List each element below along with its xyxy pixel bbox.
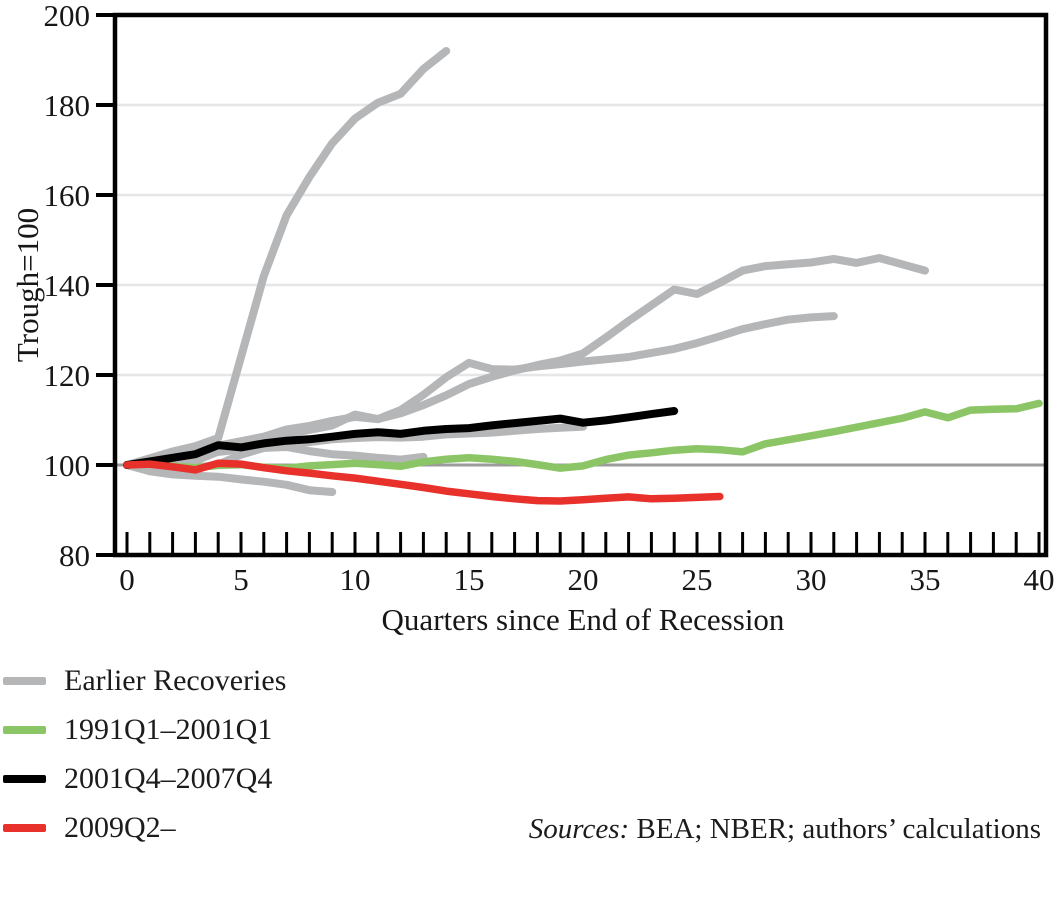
y-tick-label: 140 (44, 268, 91, 303)
legend-item: Earlier Recoveries (3, 664, 286, 698)
y-tick-label: 160 (44, 178, 91, 213)
legend-label: 1991Q1–2001Q1 (64, 713, 273, 746)
series-line (123, 461, 337, 496)
x-tick-label: 0 (119, 562, 135, 597)
legend-swatch (3, 775, 46, 783)
x-tick-label: 20 (568, 562, 599, 597)
y-tick-label: 100 (44, 448, 91, 483)
x-tick-label: 15 (454, 562, 485, 597)
x-tick-label: 40 (1024, 562, 1054, 597)
legend-label: 2009Q2– (64, 811, 176, 844)
x-tick-label: 5 (233, 562, 249, 597)
y-axis-label: Trough=100 (10, 208, 45, 362)
legend: Earlier Recoveries 1991Q1–2001Q1 2001Q4–20… (3, 664, 286, 860)
y-tick-label: 120 (44, 358, 91, 393)
x-axis-ticks (125, 532, 1041, 553)
legend-label: 2001Q4–2007Q4 (64, 762, 273, 795)
legend-swatch (3, 726, 46, 734)
y-axis-tick-labels: 80 100 120 140 160 180 200 (44, 0, 91, 573)
legend-item: 2009Q2– (3, 811, 286, 845)
x-tick-label: 35 (910, 562, 941, 597)
legend-swatch (3, 824, 46, 832)
y-axis-ticks (96, 13, 116, 557)
x-tick-label: 30 (796, 562, 827, 597)
legend-item: 1991Q1–2001Q1 (3, 713, 286, 747)
plot-area: 0 5 10 15 20 25 30 35 40 80 100 120 140 160 180 200 Qu… (10, 0, 1054, 637)
series-line (123, 312, 838, 470)
x-axis-label: Quarters since End of Recession (382, 602, 785, 637)
series-line (123, 47, 451, 469)
legend-swatch (3, 677, 46, 685)
x-tick-label: 10 (340, 562, 371, 597)
legend-item: 2001Q4–2007Q4 (3, 762, 286, 796)
series-line (123, 459, 724, 505)
y-tick-label: 180 (44, 88, 91, 123)
series-line (123, 422, 587, 469)
sources-label: Sources: (528, 813, 630, 845)
sources-text: BEA; NBER; authors’ calculations (629, 813, 1041, 845)
x-axis-tick-labels: 0 5 10 15 20 25 30 35 40 (119, 562, 1054, 597)
series-lines (123, 47, 1043, 505)
gridlines (117, 103, 1044, 377)
sources-line: Sources: BEA; NBER; authors’ calculation… (529, 812, 1041, 846)
y-tick-label: 80 (59, 538, 90, 573)
legend-label: Earlier Recoveries (64, 664, 287, 697)
series-line (123, 407, 679, 469)
x-tick-label: 25 (682, 562, 713, 597)
y-tick-label: 200 (44, 0, 91, 33)
